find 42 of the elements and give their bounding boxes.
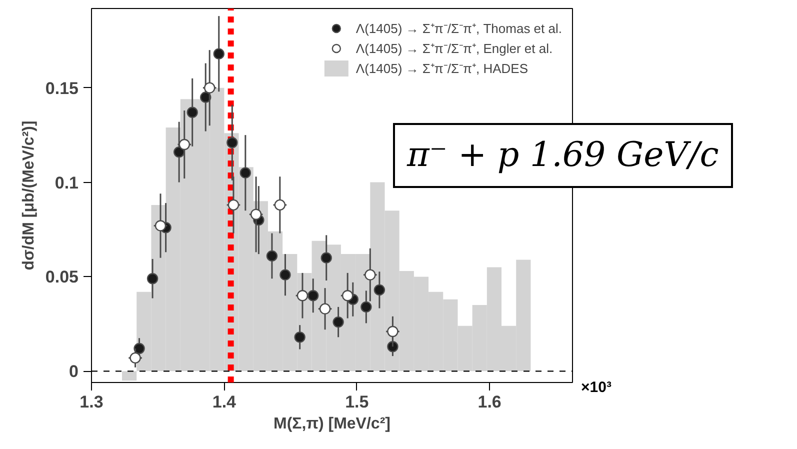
- point: [280, 269, 291, 280]
- point: [240, 167, 252, 178]
- x-tick-label: 1.5: [345, 392, 369, 412]
- point: [296, 290, 308, 302]
- point: [320, 252, 332, 264]
- point: [364, 269, 376, 280]
- point: [387, 341, 398, 352]
- point: [387, 326, 398, 338]
- point: [154, 220, 166, 232]
- y-tick-label: 0.05: [45, 268, 79, 287]
- point: [342, 290, 354, 302]
- legend-label: Λ(1405) → Σ⁺π⁻/Σ⁻π⁺, Thomas et al.: [356, 20, 562, 37]
- annotation: π⁻ + p 1.69 GeV/c: [407, 134, 719, 177]
- point: [274, 199, 286, 211]
- point: [294, 332, 306, 343]
- x-axis-title: M(Σ,π) [MeV/c²]: [274, 416, 390, 432]
- x-tick-label: 1.4: [212, 392, 237, 412]
- y-tick-label: 0.1: [54, 173, 79, 192]
- legend-label: Λ(1405) → Σ⁺π⁻/Σ⁻π⁺, HADES: [356, 60, 528, 77]
- y-tick-label: 0: [69, 362, 79, 382]
- point: [266, 250, 278, 262]
- point: [360, 301, 372, 313]
- point: [173, 146, 185, 158]
- legend-label: Λ(1405) → Σ⁺π⁻/Σ⁻π⁺, Engler et al.: [356, 40, 553, 57]
- point: [200, 92, 212, 103]
- point: [226, 137, 238, 148]
- point: [228, 199, 240, 211]
- point: [146, 273, 158, 284]
- point: [186, 106, 198, 118]
- y-axis-title: dσ/dM [μb/(MeV/c²)]: [20, 120, 38, 270]
- point: [374, 284, 386, 296]
- point: [319, 303, 331, 314]
- point: [204, 82, 216, 94]
- text: ×10³: [581, 378, 612, 398]
- x-tick-label: 1.3: [80, 392, 104, 412]
- point: [250, 208, 262, 220]
- point: [134, 342, 145, 354]
- point: [213, 48, 224, 60]
- point: [307, 290, 319, 302]
- point: [332, 316, 344, 328]
- y-tick-label: 0.15: [45, 78, 79, 98]
- x-tick-label: 1.6: [478, 392, 502, 412]
